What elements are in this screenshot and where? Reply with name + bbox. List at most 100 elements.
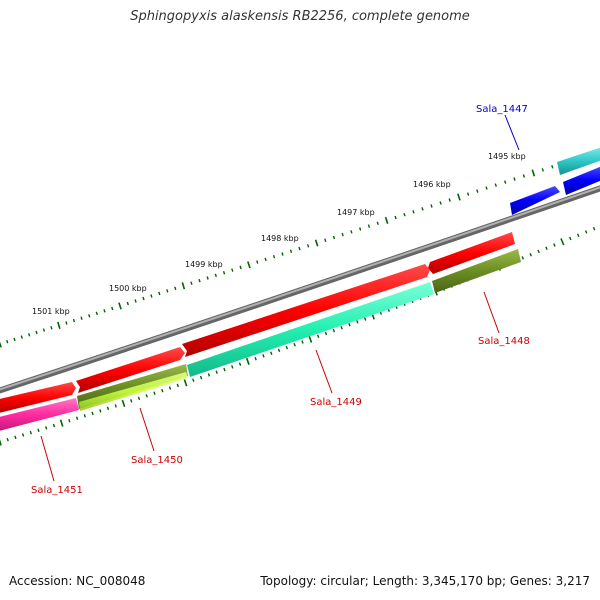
ruler-tick (531, 169, 536, 177)
ruler-tick (537, 249, 540, 254)
ruler-tick (137, 396, 141, 401)
ruler-tick (59, 419, 64, 427)
ruler-tick (569, 236, 572, 241)
ruler-tick (161, 388, 164, 393)
ruler-tick (430, 204, 433, 208)
genome-backbone (0, 185, 600, 394)
gene-sala-1448-feature[interactable] (432, 249, 521, 293)
ruler-tick (6, 339, 9, 344)
gene-label-sala-1447[interactable]: Sala_1447 (476, 104, 528, 115)
ruler-tick (348, 323, 351, 327)
ruler-tick (75, 416, 79, 421)
ruler-tick (270, 351, 273, 355)
ruler-tick (207, 373, 211, 377)
ruler-tick (262, 354, 265, 358)
ruler-tick (88, 314, 91, 318)
ruler-tick (281, 252, 284, 256)
ruler-tick (529, 252, 532, 257)
gene-sala-1449-feature[interactable] (187, 282, 434, 377)
ruler-tick (158, 291, 161, 296)
ruler-tick (316, 334, 320, 339)
ruler-tick (264, 257, 267, 262)
ruler-tick (114, 404, 117, 408)
ruler-tick (29, 430, 32, 435)
ruler-tick (215, 370, 218, 374)
ruler-tick (245, 357, 250, 365)
ruler-tick (206, 276, 209, 280)
ruler-label-1498: 1498 kbp (261, 234, 299, 243)
ruler-label-1495: 1495 kbp (488, 152, 526, 161)
ruler-tick (222, 271, 226, 275)
gene-label-sala-1448[interactable]: Sala_1448 (478, 336, 530, 347)
gene-sala-1449-cds[interactable] (182, 264, 430, 357)
ruler-label-1496: 1496 kbp (413, 180, 451, 189)
ruler-tick (21, 433, 25, 437)
ruler-tick (50, 325, 53, 330)
ruler-tick (99, 409, 102, 413)
gene-sala-1451-cds[interactable] (0, 382, 76, 414)
ruler-tick (247, 261, 251, 269)
ruler-tick (545, 246, 548, 250)
gene-label-sala-1450[interactable]: Sala_1450 (131, 455, 183, 466)
ruler-tick (28, 333, 31, 337)
ruler-tick (541, 168, 544, 172)
ruler-tick (95, 311, 98, 316)
accession-text: Accession: NC_008048 (9, 574, 146, 588)
ruler-tick (324, 238, 327, 243)
ruler-tick (57, 321, 61, 329)
gene-sala-1451-feature[interactable] (0, 398, 79, 432)
gene-sala-1450-cds[interactable] (76, 347, 185, 393)
ruler-tick (551, 165, 554, 169)
ruler-tick (68, 418, 71, 423)
ruler-tick (421, 207, 424, 211)
leader-line-sala-1450 (139, 407, 155, 452)
gene-sala-1448-cds[interactable] (428, 232, 515, 274)
ruler-tick (298, 246, 301, 251)
ruler-tick (130, 399, 133, 403)
ruler-label-1497: 1497 kbp (337, 208, 375, 217)
ruler-tick (341, 232, 344, 237)
ruler-tick (126, 301, 129, 306)
ruler-tick (239, 265, 242, 270)
ruler-tick (359, 227, 362, 231)
ruler-tick (80, 316, 83, 320)
ruler-tick (111, 306, 114, 311)
ruler-tick (231, 268, 234, 272)
ruler-tick (521, 256, 525, 260)
ruler-tick (134, 299, 137, 303)
ruler-tick (176, 383, 179, 388)
ruler-tick (376, 221, 379, 226)
outer-ruler-ticks (0, 149, 600, 348)
gene-sala-1450-feature-b[interactable] (79, 372, 188, 411)
ruler-tick (254, 356, 257, 361)
ruler-tick (285, 345, 289, 350)
leader-line-sala-1448 (483, 291, 500, 334)
ruler-tick (403, 212, 406, 217)
ruler-tick (308, 335, 313, 343)
ruler-tick (166, 289, 169, 293)
ruler-tick (83, 414, 86, 418)
ruler-tick (314, 239, 319, 247)
gene-label-sala-1449[interactable]: Sala_1449 (310, 397, 362, 408)
ruler-tick (256, 260, 259, 264)
ruler-tick (145, 394, 148, 398)
ruler-tick (153, 391, 156, 395)
ruler-tick (142, 296, 145, 301)
ruler-tick (121, 399, 126, 407)
map-title: Sphingopyxis alaskensis RB2256, complete… (130, 9, 470, 24)
gene-sala-1447-cds[interactable] (510, 186, 560, 215)
gene-sala-1447-cds-2[interactable] (563, 166, 600, 195)
ruler-tick (0, 439, 2, 446)
ruler-tick (72, 318, 76, 323)
gene-label-sala-1451[interactable]: Sala_1451 (31, 485, 83, 496)
ruler-tick (504, 180, 507, 184)
ruler-tick (181, 282, 186, 290)
ruler-tick (412, 210, 415, 214)
ruler-tick (183, 379, 188, 387)
ruler-tick (513, 177, 516, 181)
gene-sala-1447-feature[interactable] (557, 147, 600, 175)
ruler-label-1500: 1500 kbp (109, 284, 147, 293)
genome-summary-text: Topology: circular; Length: 3,345,170 bp… (260, 574, 590, 588)
leader-line-sala-1451 (40, 435, 55, 482)
